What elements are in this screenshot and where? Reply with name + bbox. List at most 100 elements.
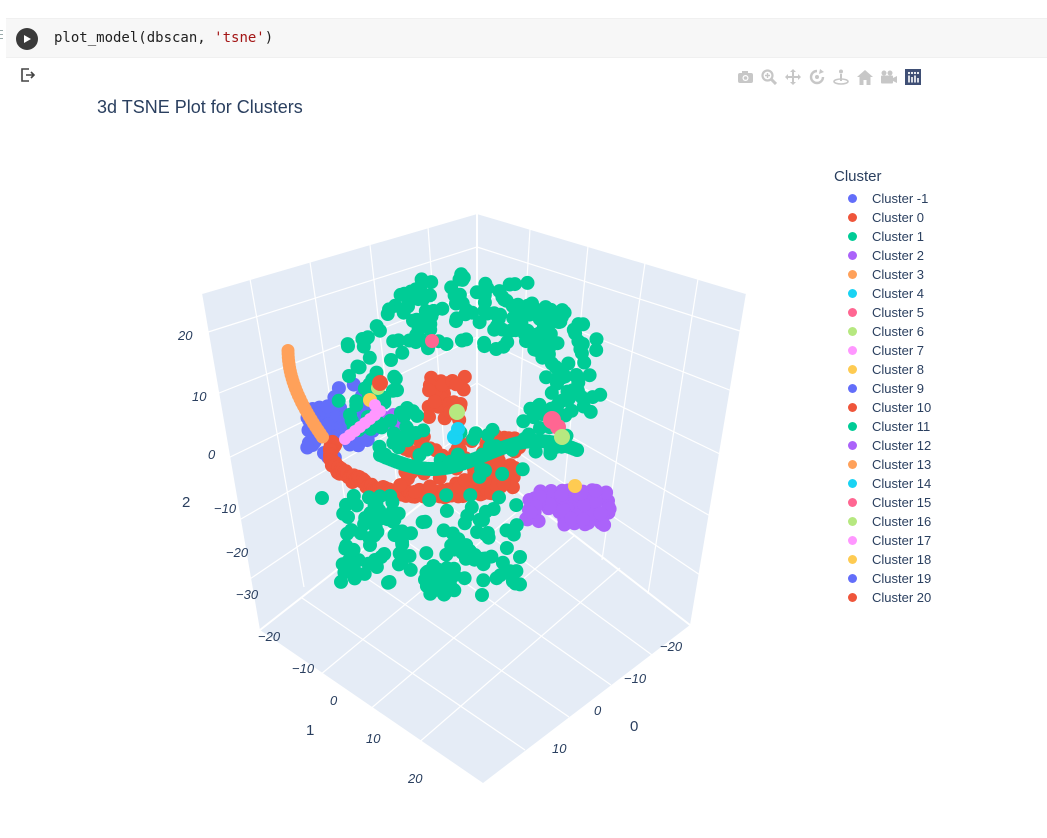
scatter-point (577, 497, 592, 512)
scatter-point (509, 518, 524, 533)
code-prefix: plot_model(dbscan, (54, 30, 215, 46)
scatter-point (449, 377, 464, 392)
scatter-point (593, 506, 608, 521)
legend-item[interactable]: Cluster 8 (834, 360, 931, 379)
play-icon (24, 35, 31, 43)
scatter-point (542, 497, 557, 512)
legend-title: Cluster (834, 168, 882, 185)
z-tick-label: −20 (226, 545, 249, 560)
legend-item[interactable]: Cluster 20 (834, 588, 931, 607)
scatter-point (543, 446, 558, 461)
legend-marker (848, 498, 857, 507)
scatter-point (573, 336, 588, 351)
code-line[interactable]: plot_model(dbscan, 'tsne') (54, 30, 273, 46)
scatter-point (355, 332, 370, 346)
legend-item[interactable]: Cluster 12 (834, 436, 931, 455)
legend-label: Cluster 6 (872, 324, 925, 339)
scatter3d-scene[interactable]: 20 10 0 −10 −20 −30 2 −20 −10 0 10 20 1 … (170, 205, 770, 785)
legend-label: Cluster 13 (872, 457, 932, 472)
legend-item[interactable]: Cluster -1 (834, 189, 931, 208)
scatter-point (486, 502, 501, 516)
legend-item[interactable]: Cluster 13 (834, 455, 931, 474)
scatter-point (391, 557, 406, 572)
scatter-point (511, 306, 526, 321)
scatter-point (371, 511, 386, 526)
pan-icon[interactable] (784, 68, 802, 86)
legend-item[interactable]: Cluster 15 (834, 493, 931, 512)
legend: Cluster Cluster -1 Cluster 0 Cluster 1 Clus… (834, 168, 931, 607)
legend-item[interactable]: Cluster 19 (834, 569, 931, 588)
scatter-point (424, 275, 439, 290)
scatter-point (477, 335, 492, 350)
zoom-icon[interactable] (760, 68, 778, 86)
legend-items: Cluster -1 Cluster 0 Cluster 1 Cluster 2 Clu… (834, 189, 931, 607)
camera-view-icon[interactable] (880, 68, 898, 86)
scatter-point (349, 498, 364, 513)
run-cell-button[interactable] (16, 28, 38, 50)
legend-label: Cluster 20 (872, 590, 932, 605)
scatter-point (414, 332, 429, 347)
scatter-point (509, 498, 524, 513)
z-tick-label: −10 (214, 501, 237, 516)
scatter-point (456, 270, 471, 285)
scatter-point (505, 462, 520, 477)
legend-item[interactable]: Cluster 18 (834, 550, 931, 569)
legend-item[interactable]: Cluster 5 (834, 303, 931, 322)
turntable-rotation-icon[interactable] (832, 68, 850, 86)
legend-item[interactable]: Cluster 10 (834, 398, 931, 417)
scatter-point (588, 483, 603, 498)
scatter-point (399, 299, 414, 314)
scatter-point (418, 310, 433, 325)
legend-item[interactable]: Cluster 7 (834, 341, 931, 360)
scatter-point (341, 339, 355, 354)
scatter-point (564, 511, 579, 526)
legend-item[interactable]: Cluster 11 (834, 417, 931, 436)
scatter-point (451, 422, 465, 436)
legend-item[interactable]: Cluster 16 (834, 512, 931, 531)
camera-icon[interactable] (736, 68, 754, 86)
x-tick-label: −10 (292, 661, 315, 676)
scatter-point (478, 527, 493, 542)
scatter-point (550, 336, 565, 351)
scatter-point (507, 277, 522, 292)
scatter-point (418, 514, 433, 529)
x-tick-label: −20 (258, 629, 281, 644)
scatter-point (554, 429, 570, 445)
plotly-logo-icon[interactable] (904, 68, 922, 86)
x-tick-label: 0 (330, 693, 338, 708)
x-axis-ticks: −20 −10 0 10 20 (258, 629, 423, 785)
home-icon[interactable] (856, 68, 874, 86)
scatter-point (382, 302, 396, 317)
scatter-point (427, 394, 442, 409)
scatter-point (464, 500, 479, 515)
legend-label: Cluster 18 (872, 552, 932, 567)
scatter-point (362, 350, 377, 365)
legend-item[interactable]: Cluster 0 (834, 208, 931, 227)
legend-item[interactable]: Cluster 9 (834, 379, 931, 398)
scatter-point (480, 306, 495, 321)
scatter-point (395, 537, 410, 552)
legend-item[interactable]: Cluster 2 (834, 246, 931, 265)
scatter-point (339, 497, 353, 512)
orbit-rotation-icon[interactable] (808, 68, 826, 86)
z-tick-label: 10 (192, 389, 207, 404)
scatter-point (422, 410, 436, 424)
scatter-point (320, 399, 335, 414)
legend-item[interactable]: Cluster 3 (834, 265, 931, 284)
legend-item[interactable]: Cluster 17 (834, 531, 931, 550)
legend-marker (848, 574, 857, 583)
scatter-point (513, 550, 527, 564)
legend-label: Cluster 4 (872, 286, 925, 301)
legend-label: Cluster 17 (872, 533, 932, 548)
x-tick-label: 10 (366, 731, 381, 746)
legend-item[interactable]: Cluster 4 (834, 284, 931, 303)
legend-marker (848, 441, 857, 450)
legend-marker (848, 460, 857, 469)
legend-item[interactable]: Cluster 6 (834, 322, 931, 341)
legend-item[interactable]: Cluster 14 (834, 474, 931, 493)
output-toggle-icon[interactable] (20, 67, 36, 83)
legend-item[interactable]: Cluster 1 (834, 227, 931, 246)
code-cell[interactable]: plot_model(dbscan, 'tsne') (6, 18, 1047, 58)
scatter-point (281, 344, 295, 357)
scatter-point (372, 323, 387, 338)
